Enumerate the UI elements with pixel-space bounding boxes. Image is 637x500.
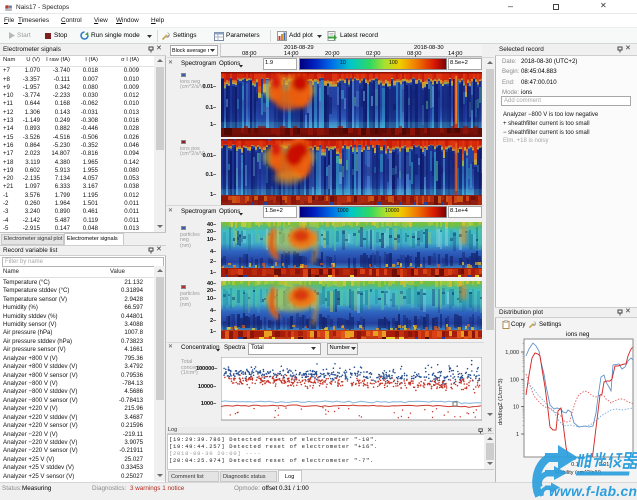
- svg-text:1: 1: [516, 432, 519, 438]
- svg-text:dn/dlogZ (1/cm^3): dn/dlogZ (1/cm^3): [498, 378, 504, 425]
- svg-text:10: 10: [513, 405, 519, 411]
- svg-text:0.1: 0.1: [571, 462, 579, 468]
- svg-text:100: 100: [510, 377, 519, 383]
- svg-text:1,000: 1,000: [505, 350, 519, 356]
